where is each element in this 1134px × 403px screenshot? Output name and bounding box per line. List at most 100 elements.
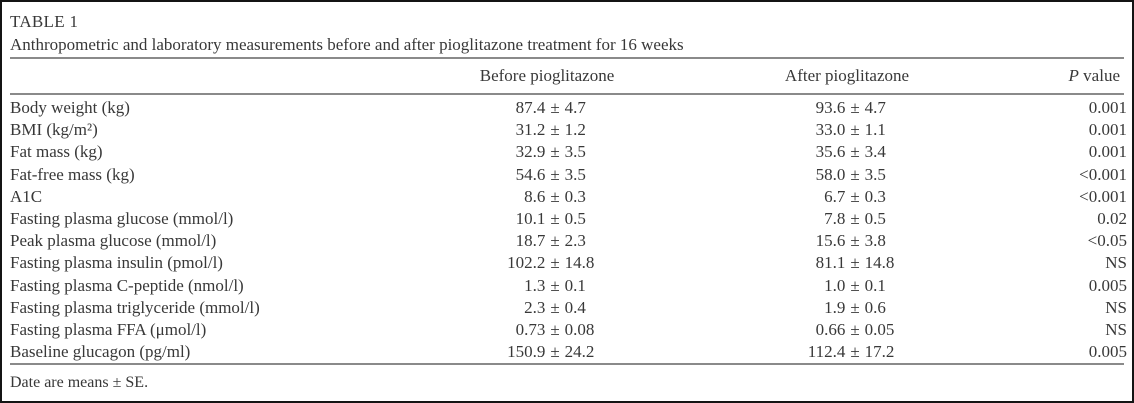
after-mean: 93.6: [815, 98, 846, 118]
rule-header: [10, 93, 1124, 95]
p-value: NS: [1105, 297, 1127, 317]
after-se: 0.5: [864, 209, 886, 229]
row-label: A1C: [10, 186, 43, 206]
before-se: 24.2: [564, 342, 595, 362]
before-value: 31.2 ± 1.2: [445, 119, 665, 141]
table-header: Before pioglitazone After pioglitazone P…: [2, 59, 1132, 93]
after-value: 7.8 ± 0.5: [665, 208, 1045, 230]
after-value: 6.7 ± 0.3: [665, 186, 1045, 208]
plus-minus-sign: ±: [550, 164, 560, 184]
after-mean: 33.0: [815, 120, 846, 140]
plus-minus-sign: ±: [550, 319, 560, 339]
plus-minus-sign: ±: [850, 297, 860, 317]
row-label: Baseline glucagon (pg/ml): [10, 342, 191, 362]
p-value: NS: [1105, 319, 1127, 339]
plus-minus-sign: ±: [550, 98, 560, 118]
before-value: 0.73 ± 0.08: [445, 319, 665, 341]
after-value: 81.1 ± 14.8: [665, 252, 1045, 274]
before-mean: 32.9: [515, 142, 546, 162]
p-value: 0.001: [1088, 142, 1127, 162]
after-value: 0.66 ± 0.05: [665, 319, 1045, 341]
p-value-word: value: [1078, 66, 1120, 85]
after-mean: 7.8: [824, 209, 846, 229]
after-se: 3.8: [864, 231, 886, 251]
table-body: Body weight (kg) 87.4 ± 4.7 93.6 ± 4.7 0…: [2, 95, 1132, 363]
p-symbol: P: [1068, 66, 1079, 85]
after-mean: 1.0: [824, 275, 846, 295]
before-value: 2.3 ± 0.4: [445, 297, 665, 319]
after-se: 1.1: [864, 120, 886, 140]
plus-minus-sign: ±: [850, 209, 860, 229]
after-se: 14.8: [864, 253, 895, 273]
after-mean: 1.9: [824, 297, 846, 317]
after-mean: 112.4: [807, 342, 846, 362]
plus-minus-sign: ±: [550, 342, 560, 362]
table-footnote: Date are means ± SE.: [10, 374, 149, 392]
after-se: 4.7: [864, 98, 886, 118]
before-mean: 2.3: [524, 297, 546, 317]
row-label: Fat mass (kg): [10, 142, 103, 162]
p-value: <0.05: [1087, 231, 1127, 251]
plus-minus-sign: ±: [850, 231, 860, 251]
plus-minus-sign: ±: [850, 342, 860, 362]
before-mean: 54.6: [515, 164, 546, 184]
table-row: Fasting plasma C-peptide (nmol/l) 1.3 ± …: [10, 275, 1127, 297]
plus-minus-sign: ±: [550, 297, 560, 317]
header-p-value: P value: [1037, 66, 1120, 86]
table-title-block: TABLE 1 Anthropometric and laboratory me…: [2, 2, 1132, 57]
plus-minus-sign: ±: [550, 209, 560, 229]
table-row: Fat mass (kg) 32.9 ± 3.5 35.6 ± 3.4 0.00…: [10, 141, 1127, 163]
p-value: 0.005: [1088, 342, 1127, 362]
table-row: Fasting plasma triglyceride (mmol/l) 2.3…: [10, 297, 1127, 319]
before-mean: 102.2: [507, 253, 546, 273]
plus-minus-sign: ±: [850, 98, 860, 118]
plus-minus-sign: ±: [850, 186, 860, 206]
after-mean: 58.0: [815, 164, 846, 184]
before-se: 3.5: [564, 142, 586, 162]
before-mean: 18.7: [515, 231, 546, 251]
row-label: BMI (kg/m²): [10, 120, 98, 140]
after-value: 33.0 ± 1.1: [665, 119, 1045, 141]
table-footnote-block: Date are means ± SE.: [2, 365, 1132, 393]
table-row: Fasting plasma FFA (μmol/l) 0.73 ± 0.08 …: [10, 319, 1127, 341]
plus-minus-sign: ±: [850, 164, 860, 184]
after-mean: 81.1: [815, 253, 846, 273]
before-se: 4.7: [564, 98, 586, 118]
after-mean: 15.6: [815, 231, 846, 251]
before-se: 14.8: [564, 253, 595, 273]
p-value: <0.001: [1079, 164, 1127, 184]
before-mean: 87.4: [515, 98, 546, 118]
table-row: A1C 8.6 ± 0.3 6.7 ± 0.3 <0.001: [10, 186, 1127, 208]
p-value: 0.005: [1088, 275, 1127, 295]
rule-bottom: [10, 363, 1124, 366]
row-label: Fasting plasma triglyceride (mmol/l): [10, 297, 260, 317]
before-value: 150.9 ± 24.2: [445, 341, 665, 363]
row-label: Fasting plasma insulin (pmol/l): [10, 253, 223, 273]
before-se: 3.5: [564, 164, 586, 184]
header-before-pioglitazone: Before pioglitazone: [479, 66, 615, 85]
row-label: Peak plasma glucose (mmol/l): [10, 231, 217, 251]
table-row: Peak plasma glucose (mmol/l) 18.7 ± 2.3 …: [10, 230, 1127, 252]
before-value: 54.6 ± 3.5: [445, 164, 665, 186]
row-label: Fasting plasma FFA (μmol/l): [10, 319, 207, 339]
row-label: Fasting plasma C-peptide (nmol/l): [10, 275, 244, 295]
after-se: 3.4: [864, 142, 886, 162]
plus-minus-sign: ±: [550, 275, 560, 295]
before-mean: 8.6: [524, 186, 546, 206]
table-row: BMI (kg/m²) 31.2 ± 1.2 33.0 ± 1.1 0.001: [10, 119, 1127, 141]
before-mean: 150.9: [507, 342, 546, 362]
plus-minus-sign: ±: [550, 120, 560, 140]
plus-minus-sign: ±: [550, 231, 560, 251]
before-se: 0.08: [564, 319, 595, 339]
before-se: 2.3: [564, 231, 586, 251]
before-value: 87.4 ± 4.7: [445, 97, 665, 119]
before-value: 1.3 ± 0.1: [445, 275, 665, 297]
row-label: Fat-free mass (kg): [10, 164, 135, 184]
table-caption: Anthropometric and laboratory measuremen…: [10, 35, 684, 54]
before-value: 8.6 ± 0.3: [445, 186, 665, 208]
table-row: Fat-free mass (kg) 54.6 ± 3.5 58.0 ± 3.5…: [10, 164, 1127, 186]
table-row: Body weight (kg) 87.4 ± 4.7 93.6 ± 4.7 0…: [10, 97, 1127, 119]
after-se: 3.5: [864, 164, 886, 184]
table-row: Baseline glucagon (pg/ml) 150.9 ± 24.2 1…: [10, 341, 1127, 363]
